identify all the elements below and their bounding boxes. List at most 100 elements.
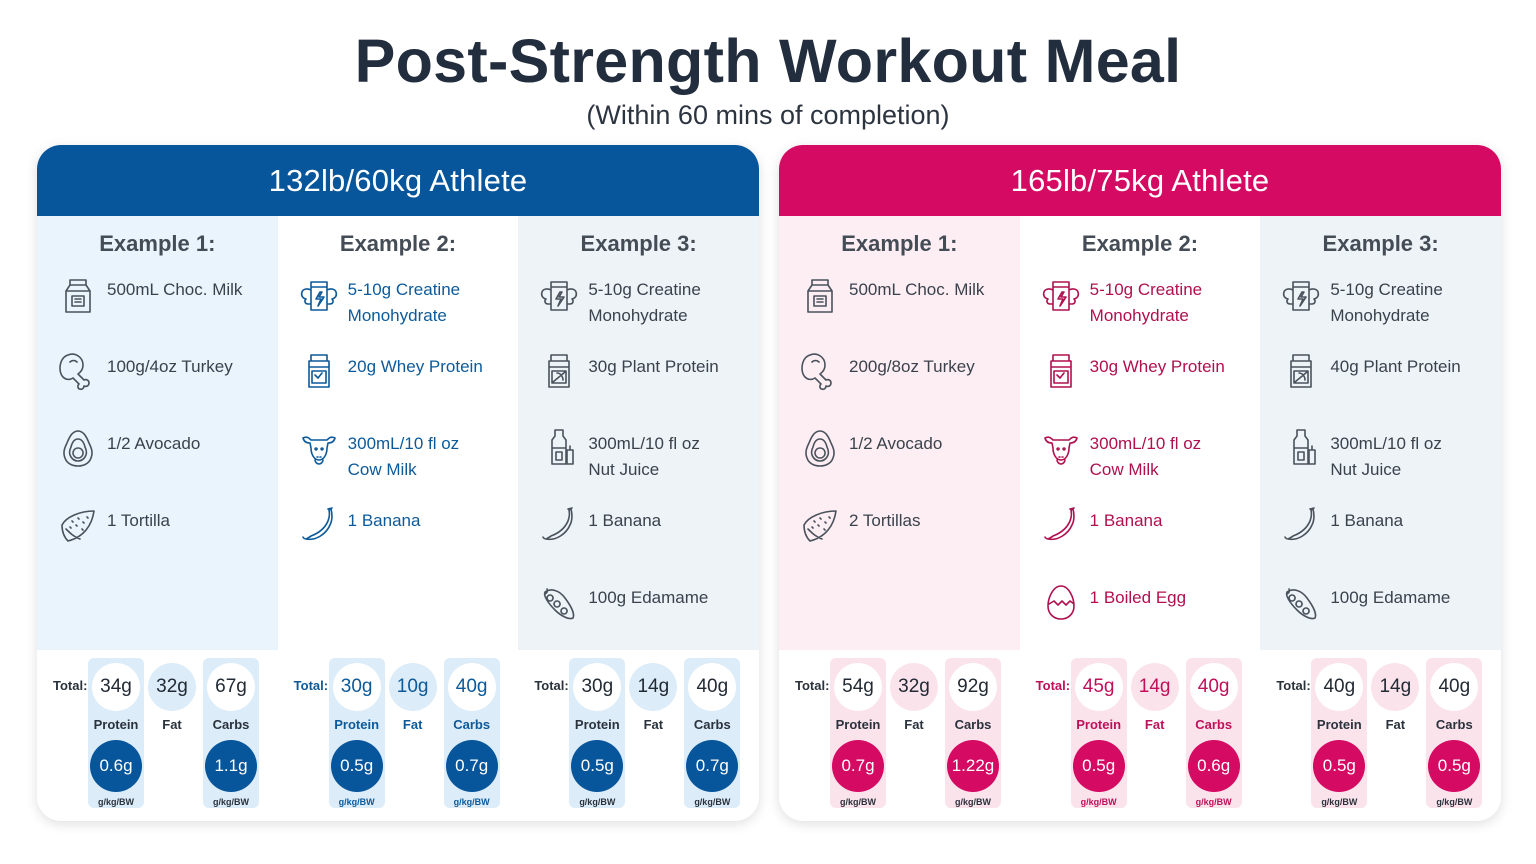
carbs-label: Carbs — [1435, 717, 1473, 732]
panel-header: 165lb/75kg Athlete — [779, 145, 1501, 216]
carbs-per-kg-badge: 0.7g — [686, 740, 739, 792]
carbs-per-kg-unit: g/kg/BW — [453, 797, 490, 807]
carbs-macro: 40g Carbs 0.7g g/kg/BW — [443, 658, 500, 808]
food-label: 500mL Choc. Milk — [103, 272, 242, 349]
food-item: 300mL/10 fl oz Nut Juice — [1276, 426, 1501, 503]
edamame-icon — [534, 580, 584, 626]
food-label-line: 1/2 Avocado — [849, 434, 943, 453]
food-label-line: 1 Banana — [1330, 511, 1404, 530]
fat-macro: 10g Fat — [388, 658, 437, 808]
fat-macro: 14g Fat — [1371, 658, 1420, 808]
example-title: Example 3: — [580, 231, 697, 256]
food-item: 20g Whey Protein — [294, 349, 519, 426]
banana-icon — [534, 503, 584, 549]
food-label-line: 2 Tortillas — [849, 511, 921, 530]
food-list: 5-10g Creatine Monohydrate 30g Plant Prote… — [518, 272, 759, 657]
protein-grams: 30g — [573, 663, 622, 711]
protein-grams: 30g — [332, 663, 381, 711]
food-label-line: 100g Edamame — [588, 588, 709, 607]
fat-label: Fat — [1144, 717, 1165, 732]
food-list: 5-10g Creatine Monohydrate 30g Whey Protei… — [1020, 272, 1261, 657]
protein-macro: 30g Protein 0.5g g/kg/BW — [328, 658, 385, 808]
creatine-muscle-icon — [534, 272, 584, 318]
food-label-line: 5-10g Creatine — [588, 280, 701, 299]
athlete-panel-blue: 132lb/60kg Athlete Example 1: 500mL Choc. … — [37, 145, 759, 821]
totals-block: Total: 40g Protein 0.5g g/kg/BW 14g Fat 40g Carb… — [1260, 650, 1501, 821]
food-label: 300mL/10 fl oz Nut Juice — [584, 426, 700, 503]
protein-per-kg-unit: g/kg/BW — [1080, 797, 1117, 807]
food-list: 500mL Choc. Milk 200g/8oz Turkey 1/2 Avoca… — [779, 272, 1020, 580]
food-label: 200g/8oz Turkey — [845, 349, 975, 426]
totals-block: Total: 34g Protein 0.6g g/kg/BW 32g Fat 67g Carb… — [37, 650, 278, 821]
carbs-label: Carbs — [212, 717, 250, 732]
food-label-line: Nut Juice — [588, 460, 660, 479]
food-label-line: 1 Banana — [347, 511, 421, 530]
food-label: 1 Banana — [584, 503, 661, 580]
carbs-per-kg-unit: g/kg/BW — [694, 797, 731, 807]
protein-grams: 34g — [92, 663, 140, 711]
protein-per-kg-unit: g/kg/BW — [840, 797, 876, 807]
food-item: 300mL/10 fl oz Cow Milk — [294, 426, 519, 503]
food-item: 200g/8oz Turkey — [795, 349, 1020, 426]
fat-grams: 14g — [1130, 663, 1179, 711]
food-label: 5-10g Creatine Monohydrate — [1086, 272, 1202, 349]
food-item: 1 Banana — [294, 503, 519, 580]
food-label-line: 5-10g Creatine — [1089, 280, 1203, 299]
food-label: 20g Whey Protein — [344, 349, 483, 426]
protein-macro: 34g Protein 0.6g g/kg/BW — [88, 658, 144, 808]
food-label: 1/2 Avocado — [103, 426, 200, 503]
juice-bottle-icon — [534, 426, 584, 472]
food-item: 100g Edamame — [1276, 580, 1501, 657]
carbs-label: Carbs — [453, 717, 491, 732]
example-column: Example 1: 500mL Choc. Milk 200g/8oz Turke… — [779, 216, 1020, 650]
food-item: 1 Banana — [1276, 503, 1501, 580]
protein-macro: 30g Protein 0.5g g/kg/BW — [569, 658, 626, 808]
tortilla-icon — [53, 503, 103, 549]
food-label-line: Nut Juice — [1330, 460, 1402, 479]
carbs-macro: 40g Carbs 0.6g g/kg/BW — [1185, 658, 1242, 808]
totals-row: Total: 54g Protein 0.7g g/kg/BW 32g Fat 92g Carb… — [779, 650, 1501, 821]
carbs-per-kg-badge: 0.6g — [1187, 740, 1240, 792]
totals-label: Total: — [53, 678, 88, 693]
food-list: 500mL Choc. Milk 100g/4oz Turkey 1/2 Avoca… — [37, 272, 278, 580]
protein-label: Protein — [1076, 717, 1122, 732]
food-label-line: Cow Milk — [347, 460, 417, 479]
avocado-icon — [53, 426, 103, 472]
food-label: 30g Whey Protein — [1086, 349, 1225, 426]
food-list: 5-10g Creatine Monohydrate 20g Whey Protei… — [278, 272, 519, 580]
food-item: 1/2 Avocado — [53, 426, 278, 503]
fat-grams: 14g — [1371, 663, 1420, 711]
banana-icon — [294, 503, 344, 549]
food-label: 100g Edamame — [1326, 580, 1450, 657]
protein-per-kg-badge: 0.7g — [832, 740, 884, 792]
fat-grams: 32g — [890, 663, 938, 711]
protein-tub-icon — [294, 349, 344, 395]
carbs-grams: 40g — [688, 663, 737, 711]
food-list: 5-10g Creatine Monohydrate 40g Plant Prote… — [1260, 272, 1501, 657]
food-label: 1 Banana — [1326, 503, 1403, 580]
protein-per-kg-unit: g/kg/BW — [338, 797, 375, 807]
example-column: Example 1: 500mL Choc. Milk 100g/4oz Turke… — [37, 216, 278, 650]
avocado-icon — [795, 426, 845, 472]
food-label-line: 100g/4oz Turkey — [107, 357, 233, 376]
food-label: 30g Plant Protein — [584, 349, 718, 426]
totals-label: Total: — [534, 678, 569, 693]
food-label-line: 300mL/10 fl oz — [347, 434, 460, 453]
protein-label: Protein — [835, 717, 881, 732]
food-label: 1 Banana — [344, 503, 421, 580]
carbs-per-kg-badge: 1.1g — [205, 740, 257, 792]
edamame-icon — [1276, 580, 1326, 626]
athlete-panel-pink: 165lb/75kg Athlete Example 1: 500mL Choc. … — [779, 145, 1501, 821]
food-label-line: 30g Plant Protein — [588, 357, 719, 376]
food-item: 5-10g Creatine Monohydrate — [534, 272, 759, 349]
carbs-label: Carbs — [693, 717, 731, 732]
page-title: Post-Strength Workout Meal — [354, 27, 1182, 95]
carbs-per-kg-unit: g/kg/BW — [1195, 797, 1232, 807]
food-item: 100g/4oz Turkey — [53, 349, 278, 426]
fat-grams: 32g — [148, 663, 196, 711]
totals-block: Total: 30g Protein 0.5g g/kg/BW 10g Fat 40g Carb… — [278, 650, 519, 821]
food-label: 1/2 Avocado — [845, 426, 942, 503]
creatine-muscle-icon — [1036, 272, 1086, 318]
milk-carton-icon — [53, 272, 103, 318]
fat-label: Fat — [1385, 717, 1406, 732]
